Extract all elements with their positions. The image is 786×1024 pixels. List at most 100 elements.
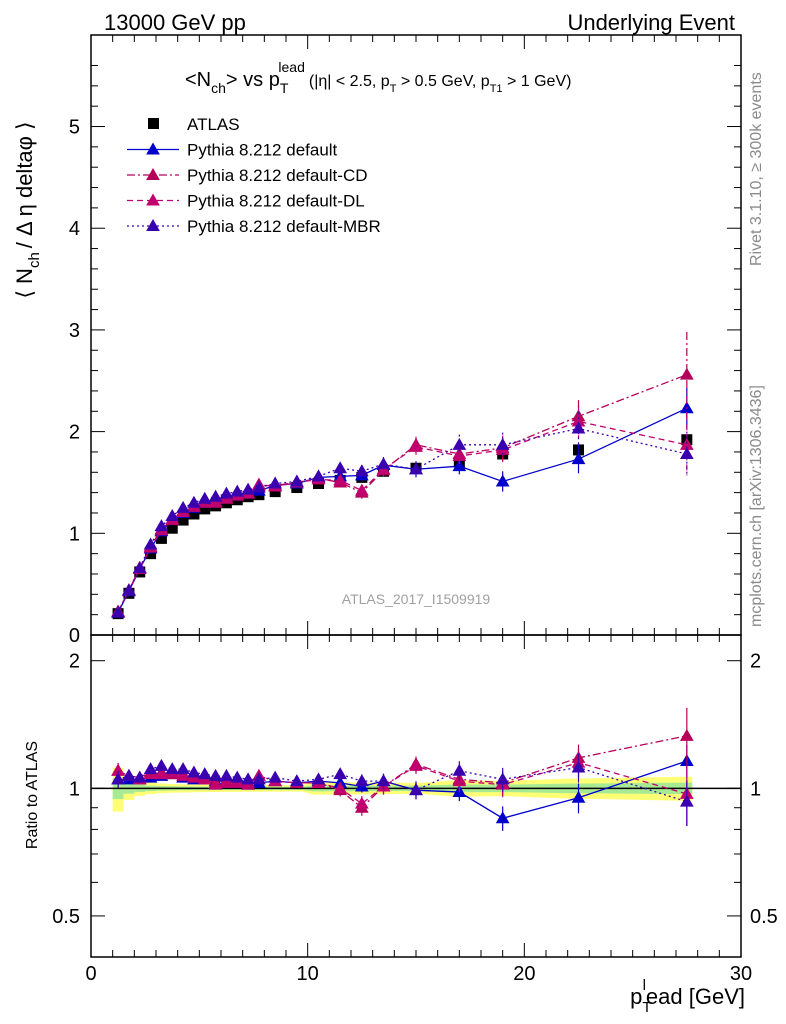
ratio-point-mbr — [289, 774, 304, 787]
data-point-atlas — [177, 514, 189, 526]
ratio-point-mbr — [268, 770, 283, 783]
ratio-point-dl — [333, 781, 348, 794]
legend-label: Pythia 8.212 default-CD — [187, 166, 368, 185]
data-point-dl — [354, 483, 369, 496]
legend-marker-cd — [146, 167, 160, 180]
data-point-dl — [208, 495, 223, 508]
legend-marker-dl — [146, 193, 160, 206]
data-point-mbr — [230, 484, 245, 497]
data-point-dl — [409, 439, 423, 452]
ratio-point-mbr — [452, 763, 467, 776]
ratio-point-mbr — [132, 770, 147, 783]
data-point-mbr — [354, 464, 369, 477]
data-point-mbr — [409, 462, 423, 475]
data-point-default — [452, 459, 467, 472]
ratio-point-mbr — [571, 760, 586, 773]
main-ytick-label: 2 — [69, 422, 80, 444]
ratio-point-mbr — [409, 783, 423, 796]
data-point-mbr — [268, 476, 283, 489]
data-point-mbr — [187, 495, 201, 508]
legend-label: Pythia 8.212 default-DL — [187, 192, 365, 211]
series-line-cd — [117, 374, 688, 612]
data-point-mbr — [679, 446, 694, 459]
data-point-atlas — [188, 508, 200, 520]
ratio-point-cd — [679, 728, 694, 741]
ratio-ytick-label-left: 0.5 — [52, 906, 80, 928]
data-point-mbr — [208, 489, 223, 502]
main-ytick-label: 4 — [69, 218, 80, 240]
ratio-plot-area: 0 10 20 30 0.5 0.5 1 1 2 2 — [52, 634, 778, 985]
data-point-atlas — [269, 486, 281, 498]
ratio-point-mbr — [187, 765, 201, 778]
ratio-point-mbr — [219, 768, 234, 781]
data-point-mbr — [333, 461, 348, 474]
legend-marker-atlas — [148, 118, 159, 129]
ratio-point-mbr — [176, 762, 190, 775]
ratio-point-mbr — [154, 758, 169, 771]
ratio-ytick-label-left: 1 — [69, 778, 80, 800]
data-point-mbr — [176, 500, 190, 513]
ratio-point-mbr — [122, 768, 136, 781]
ratio-point-mbr — [495, 772, 510, 785]
ratio-point-dl — [154, 767, 169, 780]
main-ylabel: ⟨ Nch/ Δ η deltaφ ⟩ — [12, 121, 43, 298]
xtick-label: 20 — [513, 963, 535, 985]
ratio-point-mbr — [679, 794, 694, 807]
data-point-mbr — [376, 457, 391, 470]
ratio-point-mbr — [208, 768, 223, 781]
data-point-atlas — [145, 548, 157, 560]
ratio-point-dl — [354, 796, 369, 809]
data-point-mbr — [311, 469, 326, 482]
ratio-point-mbr — [376, 774, 391, 787]
legend-label: Pythia 8.212 default-MBR — [187, 217, 381, 236]
xtick-label: 0 — [85, 963, 96, 985]
xlabel: pTlead [GeV] — [630, 977, 745, 1016]
ratio-point-dl — [219, 775, 234, 788]
ratio-point-mbr — [311, 772, 326, 785]
series-line-dl — [117, 420, 687, 612]
legend-marker-mbr — [146, 218, 160, 231]
xtick-label: 30 — [730, 963, 752, 985]
data-point-default — [495, 474, 510, 487]
data-point-default — [571, 452, 586, 465]
data-point-mbr — [122, 583, 136, 596]
ratio-point-mbr — [252, 772, 266, 785]
ratio-point-mbr — [241, 772, 255, 785]
legend-label: ATLAS — [187, 115, 240, 134]
mcplots-label: mcplots.cern.ch [arXiv:1306.3436] — [748, 385, 765, 627]
ratio-point-mbr — [333, 767, 348, 780]
data-point-mbr — [495, 437, 510, 450]
ratio-point-mbr — [165, 762, 180, 775]
ratio-point-mbr — [230, 770, 245, 783]
ratio-ytick-label-right: 1 — [750, 778, 761, 800]
ratio-ylabel: Ratio to ATLAS — [24, 741, 41, 849]
data-point-atlas — [199, 503, 211, 515]
ratio-point-default — [571, 790, 586, 803]
header-right-label: Underlying Event — [567, 10, 735, 35]
main-title: <Nch> vs pTlead(|η| < 2.5, pT > 0.5 GeV,… — [185, 59, 571, 96]
ratio-point-dl — [208, 777, 223, 790]
xtick-label: 10 — [297, 963, 319, 985]
data-point-mbr — [571, 421, 586, 434]
data-point-mbr — [219, 486, 234, 499]
ratio-point-mbr — [354, 774, 369, 787]
ratio-point-dl — [176, 768, 190, 781]
data-point-mbr — [154, 519, 169, 532]
data-point-mbr — [252, 480, 266, 493]
main-plot-area: 0 1 2 3 4 5 — [69, 34, 742, 647]
ratio-point-default — [495, 811, 510, 824]
ratio-ytick-label-right: 0.5 — [750, 906, 778, 928]
data-point-mbr — [132, 560, 147, 573]
main-ytick-label: 1 — [69, 523, 80, 545]
ratio-ytick-label-left: 2 — [69, 651, 80, 673]
main-ytick-label: 5 — [69, 117, 80, 139]
data-point-atlas — [166, 522, 178, 534]
main-ytick-label: 0 — [69, 625, 80, 647]
data-point-mbr — [452, 437, 467, 450]
ratio-point-mbr — [197, 767, 212, 780]
ratio-point-dl — [409, 758, 423, 771]
legend-marker-default — [146, 142, 160, 155]
data-point-mbr — [289, 474, 304, 487]
data-point-mbr — [197, 491, 212, 504]
